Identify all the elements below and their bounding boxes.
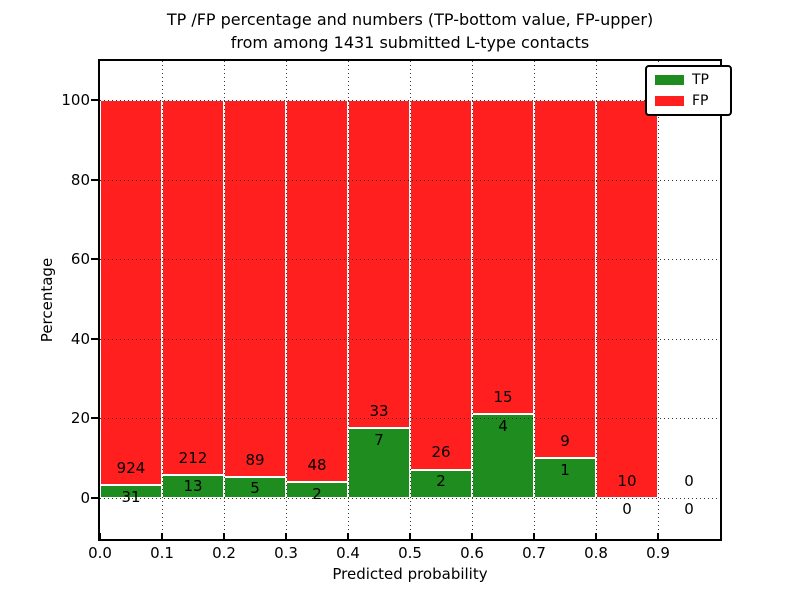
y-tick-label: 100 [61,91,90,109]
legend-entry-fp: FP [655,94,722,108]
y-tick-label: 40 [70,329,90,348]
x-tick-label: 0.0 [88,544,112,562]
tp-bar-segment [472,414,534,498]
x-tick-label: 0.8 [584,544,608,562]
y-tick [91,178,98,181]
y-tick [91,497,98,499]
bar-count-labels-layer: 924 31 212 13 89 5 48 2 33 7 26 2 15 4 9 1 10 0 0 0 [100,61,720,539]
fp-count-label: 26 [431,443,451,462]
y-tick [91,99,98,101]
fp-bar-segment [472,100,534,415]
tp-legend-swatch [655,75,684,85]
chart-title-line1: TP /FP percentage and numbers (TP-bottom… [166,10,654,29]
tp-count-label: 7 [374,430,384,449]
y-tick [91,417,98,420]
plot-area: 924 31 212 13 89 5 48 2 33 7 26 2 15 4 9 1 10 0 0 0 TP FP [98,59,732,541]
fp-count-label: 89 [245,450,265,469]
tp-count-label: 31 [121,487,141,506]
fp-bar-segment [410,100,472,470]
legend: TP FP [645,65,732,116]
fp-count-label: 48 [307,455,327,474]
tp-bar-segment [100,485,162,498]
x-tick-label: 0.5 [398,544,422,562]
tp-count-label: 0 [622,500,632,519]
fp-count-label: 924 [116,458,146,477]
fp-count-label: 33 [369,402,389,421]
tp-count-label: 1 [560,460,570,479]
y-tick-label: 80 [70,170,90,189]
x-axis-label: Predicted probability [332,565,488,583]
y-tick-label: 60 [70,250,90,269]
y-tick [91,258,98,261]
chart-title-line2: from among 1431 submitted L-type contact… [230,33,590,52]
y-tick-label: 0 [80,489,90,507]
y-tick-label: 20 [70,409,90,428]
fp-legend-label: FP [692,93,709,109]
fp-bar-segment [224,100,286,477]
x-tick [99,533,101,539]
tp-count-label: 2 [312,484,322,503]
x-tick-label: 0.2 [212,544,236,562]
chart-title: TP /FP percentage and numbers (TP-bottom… [100,8,720,54]
x-tick-label: 0.7 [522,544,546,562]
y-tick [91,337,98,340]
tp-legend-label: TP [692,72,709,88]
legend-entry-tp: TP [655,73,722,87]
tp-bar-segment [410,469,472,498]
fp-count-label: 212 [178,448,208,467]
x-tick-label: 0.1 [150,544,174,562]
x-tick-label: 0.3 [274,544,298,562]
tp-count-label: 4 [498,416,508,435]
x-tick-label: 0.4 [336,544,360,562]
fp-count-label: 10 [617,471,637,490]
fp-bar-segment [162,100,224,475]
tp-count-label: 2 [436,472,446,490]
fp-count-label: 9 [560,431,570,450]
x-tick-label: 0.9 [646,544,670,562]
tp-count-label: 5 [250,479,260,498]
fp-legend-swatch [655,96,684,106]
fp-count-label: 15 [493,387,513,406]
tp-count-label: 0 [684,500,694,519]
tp-bar-segment [534,458,596,498]
tp-count-label: 13 [183,477,203,496]
fp-count-label: 0 [684,471,694,490]
fp-bar-segment [100,100,162,486]
x-tick-label: 0.6 [460,544,484,562]
